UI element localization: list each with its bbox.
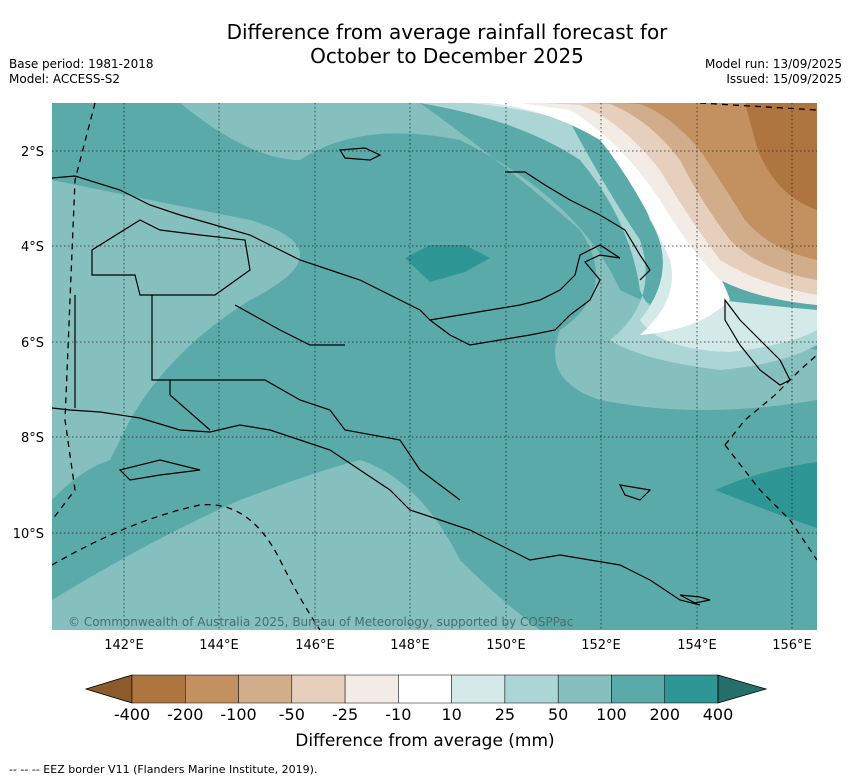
meta-right: Model run: 13/09/2025 Issued: 15/09/2025 (705, 57, 842, 87)
contour-west-light (52, 103, 300, 500)
lon-tick: 142°E (104, 638, 144, 653)
island-southeast-2 (679, 594, 711, 604)
bougainville (724, 298, 791, 386)
map-title: Difference from average rainfall forecas… (0, 20, 850, 68)
contour-south-light (52, 460, 540, 630)
map-contours (52, 103, 817, 630)
colorbar-tick: -10 (385, 705, 411, 724)
eez-west (52, 103, 96, 521)
lat-axis: 2°S 4°S 6°S 8°S 10°S (13, 145, 44, 542)
border-provinces-2 (170, 379, 461, 501)
coastlines (52, 147, 791, 606)
lat-tick: 6°S (21, 336, 44, 351)
colorbar-tick: -400 (114, 705, 150, 724)
eez-footnote: -- -- -- EEZ border V11 (Flanders Marine… (9, 763, 318, 776)
lon-tick: 144°E (199, 638, 239, 653)
colorbar-segment (185, 674, 239, 704)
colorbar-tick: 200 (649, 705, 680, 724)
title-line-1: Difference from average rainfall forecas… (226, 20, 668, 44)
graticule (52, 103, 817, 630)
colorbar-tick: 100 (596, 705, 627, 724)
colorbar-tick: -25 (332, 705, 358, 724)
lon-tick: 146°E (295, 638, 335, 653)
lat-tick: 8°S (21, 431, 44, 446)
contour-wet-patch-east (715, 462, 817, 528)
contour-wet-patch-north (405, 245, 490, 282)
eez-borders (52, 103, 817, 630)
lat-tick: 4°S (21, 240, 44, 255)
colorbar-tick: 400 (703, 705, 734, 724)
colorbar: -400 -200 -100 -50 -25 -10 10 25 50 100 200 400 (84, 674, 768, 724)
base-period: Base period: 1981-2018 (9, 57, 154, 71)
model-run: Model run: 13/09/2025 (704, 57, 842, 71)
lon-tick: 152°E (581, 638, 621, 653)
contour-dry-5 (745, 103, 817, 210)
australia-north-tip (118, 459, 201, 481)
lon-tick: 150°E (486, 638, 526, 653)
png-north-coast (52, 175, 621, 346)
lon-tick: 154°E (677, 638, 717, 653)
lon-axis: 142°E 144°E 146°E 148°E 150°E 152°E 154°… (104, 638, 812, 653)
colorbar-segment (344, 674, 399, 704)
lat-tick: 2°S (21, 145, 44, 160)
colorbar-tick: 10 (441, 705, 461, 724)
issued-date: Issued: 15/09/2025 (726, 72, 842, 86)
colorbar-segment (131, 674, 186, 704)
meta-left: Base period: 1981-2018 Model: ACCESS-S2 (9, 57, 154, 87)
province-outline (91, 219, 251, 296)
colorbar-extend-high (717, 674, 768, 704)
colorbar-tick: -50 (279, 705, 305, 724)
lon-tick: 156°E (772, 638, 812, 653)
colorbar-segment (664, 674, 719, 704)
new-britain (505, 171, 651, 281)
eez-south (52, 503, 321, 630)
border-provinces-3 (234, 304, 345, 346)
eez-east-1 (724, 354, 817, 446)
colorbar-tick: 25 (495, 705, 515, 724)
island-southeast-1 (618, 484, 652, 501)
png-south-coast (52, 407, 701, 606)
title-line-2: October to December 2025 (310, 44, 584, 68)
manus-island (338, 147, 382, 161)
colorbar-segment (557, 674, 612, 704)
contour-10-25 (470, 103, 817, 352)
eez-north-east (699, 103, 817, 111)
colorbar-tick: -200 (167, 705, 203, 724)
eez-east-2 (724, 444, 817, 561)
colorbar-tick: -100 (220, 705, 256, 724)
colorbar-segment (291, 674, 346, 704)
colorbar-extend-low (84, 674, 133, 704)
lon-tick: 148°E (390, 638, 430, 653)
copyright-notice: © Commonwealth of Australia 2025, Bureau… (68, 615, 573, 629)
colorbar-tick: 50 (548, 705, 568, 724)
model-name: Model: ACCESS-S2 (9, 72, 121, 86)
colorbar-label: Difference from average (mm) (295, 731, 555, 751)
colorbar-segment (451, 674, 506, 704)
colorbar-segment (398, 674, 452, 704)
lat-tick: 10°S (13, 527, 44, 542)
colorbar-segment (611, 674, 665, 704)
colorbar-segment (504, 674, 559, 704)
colorbar-segment (238, 674, 293, 704)
